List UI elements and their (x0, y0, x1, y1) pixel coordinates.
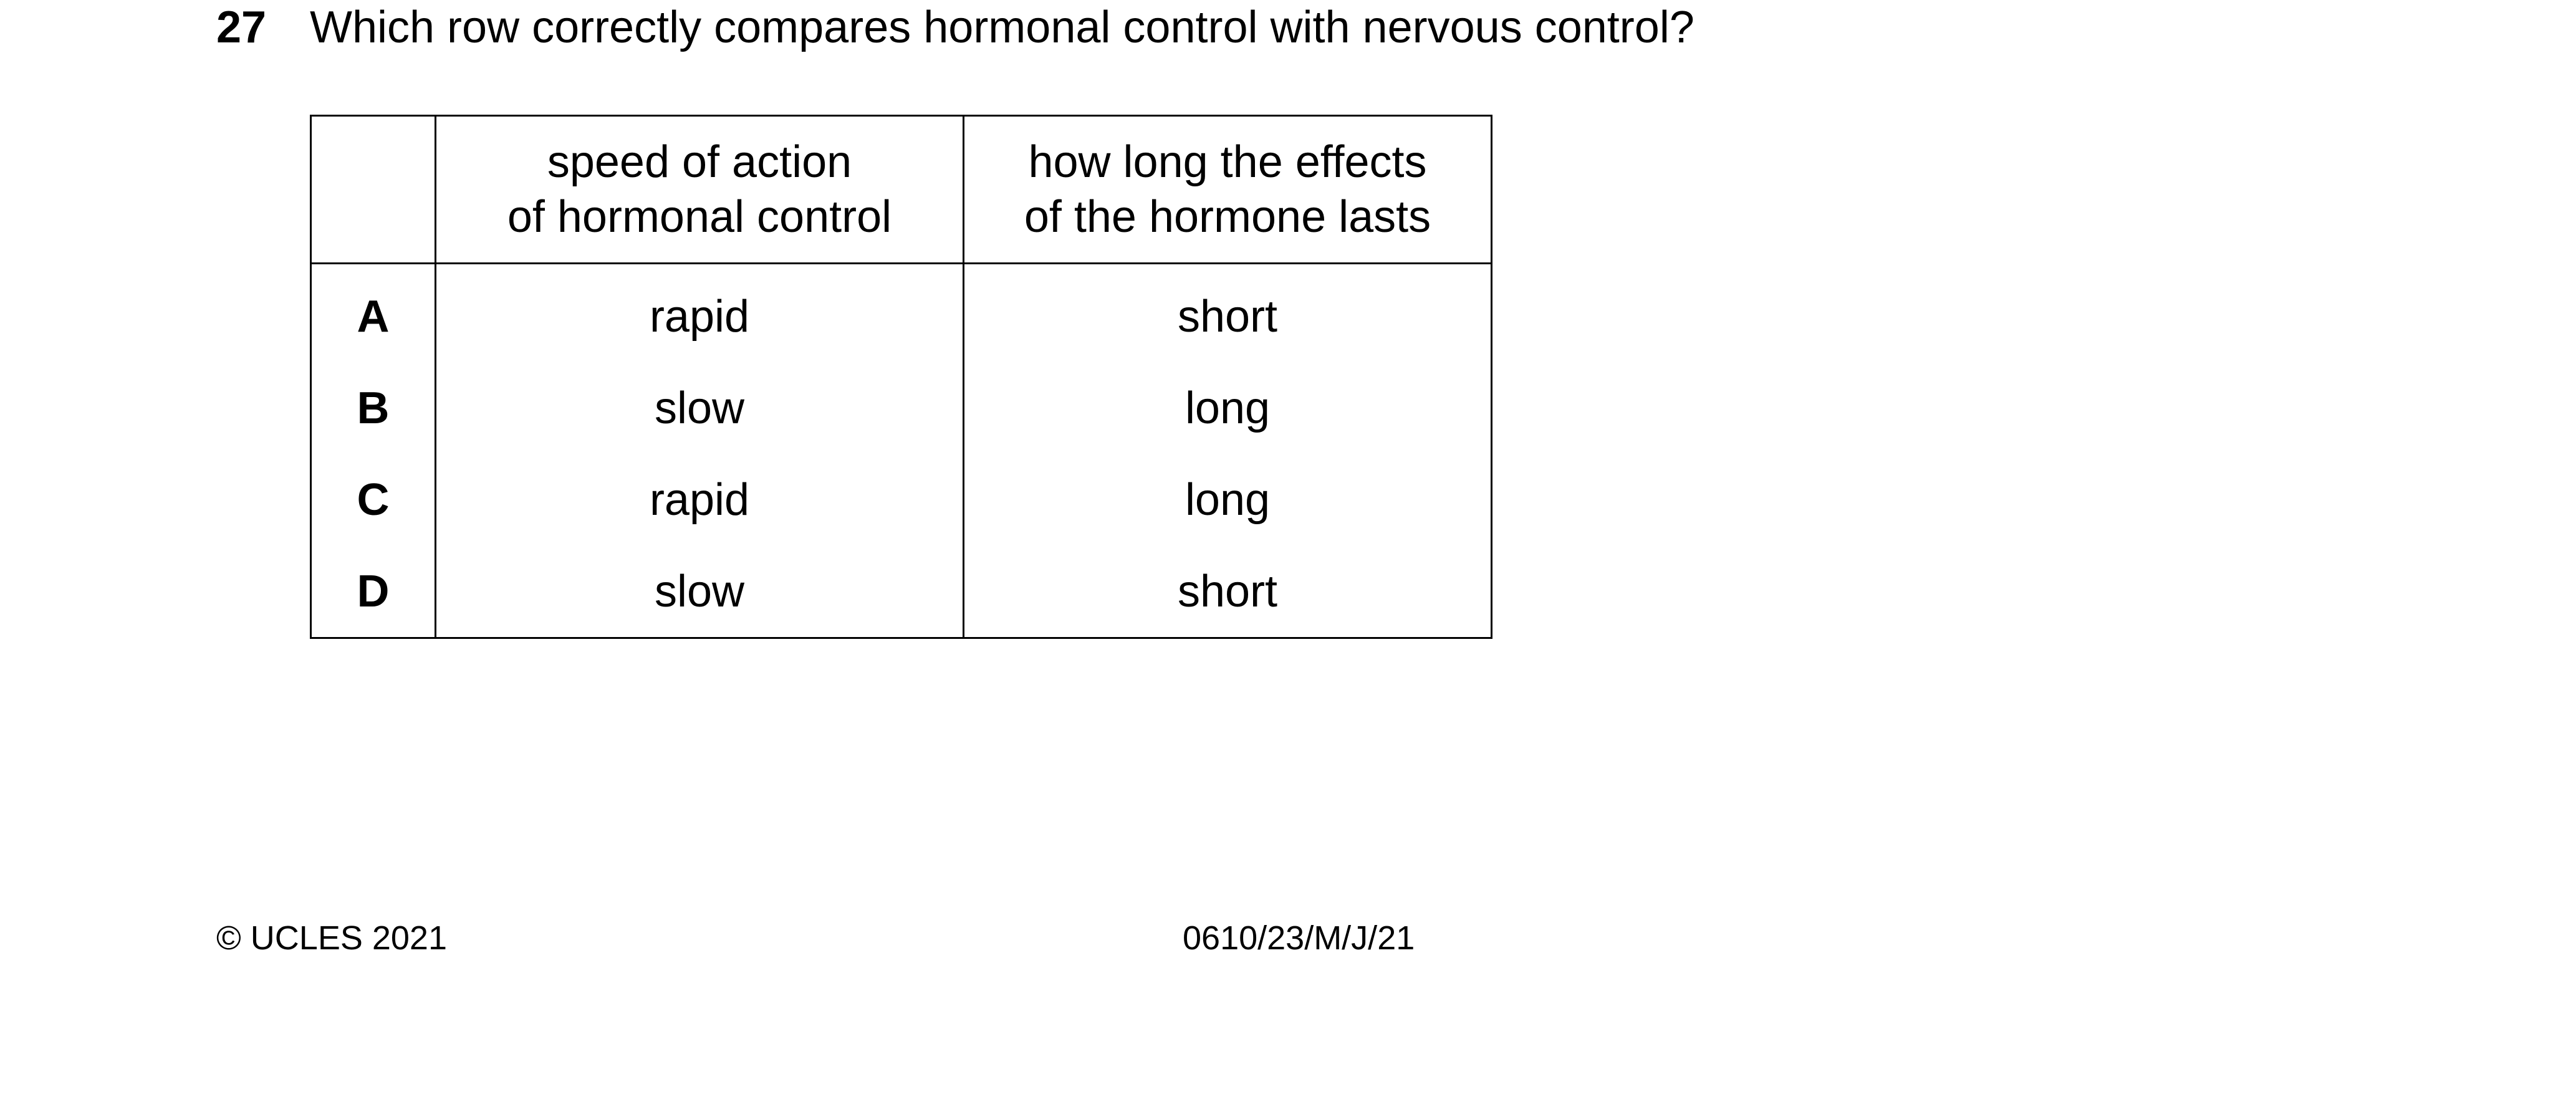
table-header-row: speed of action of hormonal control how … (310, 115, 1492, 264)
header-blank-cell (310, 115, 436, 264)
row-letter: B (310, 362, 436, 454)
question-text: Which row correctly compares hormonal co… (310, 2, 1694, 52)
header-speed-of-action: speed of action of hormonal control (435, 115, 964, 264)
row-letter: C (310, 454, 436, 545)
table-row: D slow short (310, 545, 1492, 639)
table-row: B slow long (310, 362, 1492, 454)
copyright-notice: © UCLES 2021 (216, 919, 447, 957)
header-effect-duration: how long the effects of the hormone last… (963, 115, 1492, 264)
row-speed: rapid (435, 263, 964, 362)
row-duration: short (963, 263, 1492, 362)
header-duration-line-2: of the hormone lasts (1024, 192, 1431, 242)
row-duration: long (963, 454, 1492, 545)
header-duration-line-1: how long the effects (1028, 137, 1427, 187)
header-speed-line-2: of hormonal control (507, 192, 892, 242)
table-row: A rapid short (310, 263, 1492, 362)
question-number: 27 (216, 2, 267, 52)
row-duration: short (963, 545, 1492, 639)
row-duration: long (963, 362, 1492, 454)
answer-options-table: speed of action of hormonal control how … (310, 115, 1492, 639)
header-speed-line-1: speed of action (547, 137, 852, 187)
row-letter: D (310, 545, 436, 639)
row-speed: slow (435, 545, 964, 639)
table-row: C rapid long (310, 454, 1492, 545)
row-speed: rapid (435, 454, 964, 545)
paper-code: 0610/23/M/J/21 (1183, 919, 1415, 957)
row-speed: slow (435, 362, 964, 454)
row-letter: A (310, 263, 436, 362)
